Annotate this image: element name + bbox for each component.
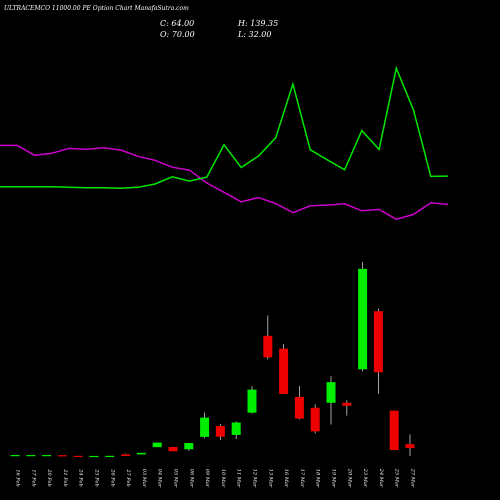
x-tick-label: 17 Feb [30,469,36,486]
magenta-line [0,144,449,221]
candlesticks [10,261,415,458]
x-tick-label: 25 Feb [94,468,100,486]
candle-body [73,455,83,458]
x-tick-label: 16 Feb [15,469,21,486]
candle-body [310,407,320,432]
x-tick-label: 17 Mar [299,469,305,488]
x-tick-label: 18 Mar [315,469,321,488]
x-tick-label: 16 Mar [283,469,289,488]
x-tick-label: 03 Mar [141,469,147,488]
x-tick-label: 26 Feb [109,468,115,486]
x-axis-ticks: 16 Feb 17 Feb 20 Feb 21 Feb 24 Feb 25 Feb 26 F… [15,468,416,488]
low-value: L: 32.00 [237,30,271,39]
close-value: C: 64.00 [160,19,194,28]
candle-body [89,455,99,458]
candle-body [200,417,210,437]
x-tick-label: 23 Mar [362,468,368,488]
candle-body [263,335,273,358]
candle-body [184,442,194,450]
candle-body [389,410,399,451]
green-line [0,65,449,190]
x-tick-label: 06 Mar [188,469,194,488]
x-tick-label: 25 Mar [394,468,400,488]
x-tick-label: 24 Feb [78,468,84,486]
x-tick-label: 12 Mar [252,469,258,488]
candle-body [358,268,368,370]
candle-body [373,311,383,373]
candle-body [247,389,257,413]
x-tick-label: 10 Mar [220,469,226,488]
x-tick-label: 13 Mar [267,469,273,488]
x-tick-label: 27 Mar [410,468,416,488]
candle-body [136,452,146,455]
candle-body [342,402,352,406]
indicator-lines [0,65,449,221]
chart-title: ULTRACEMCO 11000.00 PE Option Chart Mana… [4,5,189,12]
candle-body [294,396,304,419]
x-tick-label: 19 Mar [331,469,337,488]
candle-body [326,382,336,403]
candle-body [26,455,36,457]
candle-body [105,455,115,458]
x-tick-label: 27 Feb [125,468,131,486]
x-tick-label: 09 Mar [204,469,210,488]
candle-body [279,348,289,394]
x-tick-label: 05 Mar [173,469,179,488]
x-tick-label: 24 Mar [378,468,384,488]
candle-body [10,455,20,457]
candle-body [121,454,131,456]
open-value: O: 70.00 [160,30,195,39]
candle-body [168,446,178,452]
high-value: H: 139.35 [237,19,278,28]
candle-body [405,444,415,449]
x-tick-label: 21 Feb [62,468,68,486]
x-tick-label: 11 Mar [236,469,242,488]
x-tick-label: 20 Feb [46,468,52,486]
candle-body [215,426,225,437]
x-tick-label: 04 Mar [157,469,163,488]
x-tick-label: 20 Mar [346,468,352,488]
candle-body [152,442,162,448]
candle-body [42,455,52,457]
candle-body [231,422,241,435]
candle-body [57,455,67,457]
